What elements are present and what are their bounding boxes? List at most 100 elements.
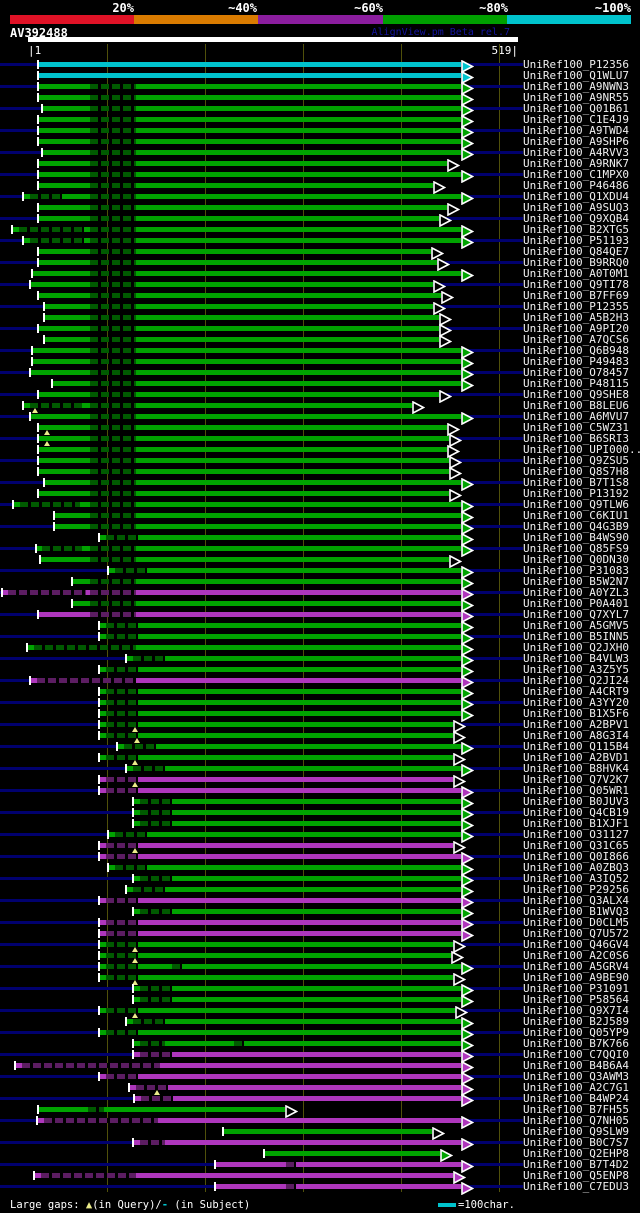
row-label[interactable]: UniRef100_A3YY20 [523, 696, 629, 709]
alignment-bar[interactable] [100, 843, 453, 848]
alignment-bar[interactable] [37, 546, 461, 551]
row-label[interactable]: UniRef100_Q9ZSU5 [523, 454, 629, 467]
alignment-bar[interactable] [100, 1074, 461, 1079]
alignment-bar[interactable] [39, 62, 461, 67]
row-label[interactable]: UniRef100_Q7V2K7 [523, 773, 629, 786]
row-label[interactable]: UniRef100_P31083 [523, 564, 629, 577]
row-label[interactable]: UniRef100_C1E4J9 [523, 113, 629, 126]
alignment-bar[interactable] [100, 700, 461, 705]
alignment-bar[interactable] [39, 183, 433, 188]
row-label[interactable]: UniRef100_A5GRV4 [523, 960, 629, 973]
row-label[interactable]: UniRef100_B5INN5 [523, 630, 629, 643]
alignment-bar[interactable] [216, 1184, 461, 1189]
row-label[interactable]: UniRef100_Q9XQB4 [523, 212, 629, 225]
row-label[interactable]: UniRef100_Q9TLW6 [523, 498, 629, 511]
alignment-bar[interactable] [24, 238, 461, 243]
alignment-bar[interactable] [39, 139, 461, 144]
alignment-bar[interactable] [100, 920, 461, 925]
alignment-bar[interactable] [13, 227, 461, 232]
alignment-bar[interactable] [109, 865, 461, 870]
row-label[interactable]: UniRef100_A3IQ52 [523, 872, 629, 885]
row-label[interactable]: UniRef100_Q2EHP8 [523, 1147, 629, 1160]
row-label[interactable]: UniRef100_Q3AWM3 [523, 1070, 629, 1083]
alignment-bar[interactable] [39, 117, 461, 122]
row-label[interactable]: UniRef100_C1MPX0 [523, 168, 629, 181]
row-label[interactable]: UniRef100_P0A401 [523, 597, 629, 610]
row-label[interactable]: UniRef100_Q0DN30 [523, 553, 629, 566]
alignment-bar[interactable] [31, 282, 433, 287]
row-label[interactable]: UniRef100_A2BPV1 [523, 718, 629, 731]
alignment-bar[interactable] [55, 513, 461, 518]
row-label[interactable]: UniRef100_B7K766 [523, 1037, 629, 1050]
row-label[interactable]: UniRef100_P31091 [523, 982, 629, 995]
alignment-bar[interactable] [134, 1052, 461, 1057]
row-label[interactable]: UniRef100_A0YZL3 [523, 586, 629, 599]
row-label[interactable]: UniRef100_A9PI20 [523, 322, 629, 335]
alignment-bar[interactable] [130, 1085, 461, 1090]
row-label[interactable]: UniRef100_Q46GV4 [523, 938, 629, 951]
row-label[interactable]: UniRef100_Q9X7I4 [523, 1004, 629, 1017]
alignment-bar[interactable] [100, 689, 461, 694]
row-label[interactable]: UniRef100_B9RRQ0 [523, 256, 629, 269]
alignment-bar[interactable] [39, 161, 447, 166]
alignment-bar[interactable] [100, 1008, 455, 1013]
row-label[interactable]: UniRef100_UPI000.. [523, 443, 640, 456]
row-label[interactable]: UniRef100_Q2JI24 [523, 674, 629, 687]
row-label[interactable]: UniRef100_C7QQI0 [523, 1048, 629, 1061]
row-label[interactable]: UniRef100_Q9SLW9 [523, 1125, 629, 1138]
row-label[interactable]: UniRef100_B7FF69 [523, 289, 629, 302]
row-label[interactable]: UniRef100_A2C7G1 [523, 1081, 629, 1094]
row-label[interactable]: UniRef100_C5WZ31 [523, 421, 629, 434]
row-label[interactable]: UniRef100_Q9SHE8 [523, 388, 629, 401]
row-label[interactable]: UniRef100_Q4CB19 [523, 806, 629, 819]
row-label[interactable]: UniRef100_Q1XDU4 [523, 190, 629, 203]
row-label[interactable]: UniRef100_A5B2H3 [523, 311, 629, 324]
alignment-bar[interactable] [45, 480, 461, 485]
alignment-bar[interactable] [39, 172, 461, 177]
row-label[interactable]: UniRef100_B8HVK4 [523, 762, 629, 775]
row-label[interactable]: UniRef100_B0C7S7 [523, 1136, 629, 1149]
row-label[interactable]: UniRef100_B5W2N7 [523, 575, 629, 588]
row-label[interactable]: UniRef100_P13192 [523, 487, 629, 500]
row-label[interactable]: UniRef100_B4VLW3 [523, 652, 629, 665]
alignment-bar[interactable] [100, 711, 461, 716]
row-label[interactable]: UniRef100_B4WS90 [523, 531, 629, 544]
row-label[interactable]: UniRef100_Q8S7H8 [523, 465, 629, 478]
row-label[interactable]: UniRef100_Q85FS9 [523, 542, 629, 555]
row-label[interactable]: UniRef100_Q6B948 [523, 344, 629, 357]
alignment-bar[interactable] [33, 348, 461, 353]
row-label[interactable]: UniRef100_A0T0M1 [523, 267, 629, 280]
alignment-bar[interactable] [39, 216, 439, 221]
alignment-bar[interactable] [16, 1063, 461, 1068]
alignment-bar[interactable] [39, 447, 447, 452]
alignment-bar[interactable] [118, 744, 461, 749]
row-label[interactable]: UniRef100_B1WVQ3 [523, 905, 629, 918]
alignment-bar[interactable] [224, 1129, 432, 1134]
alignment-bar[interactable] [100, 722, 453, 727]
alignment-bar[interactable] [100, 964, 461, 969]
row-label[interactable]: UniRef100_Q05WR1 [523, 784, 629, 797]
row-label[interactable]: UniRef100_D0CLM5 [523, 916, 629, 929]
row-label[interactable]: UniRef100_B7T1S8 [523, 476, 629, 489]
alignment-bar[interactable] [39, 458, 449, 463]
alignment-bar[interactable] [127, 887, 461, 892]
alignment-bar[interactable] [100, 953, 451, 958]
alignment-bar[interactable] [73, 579, 461, 584]
row-label[interactable]: UniRef100_Q84QE7 [523, 245, 629, 258]
row-label[interactable]: UniRef100_P49483 [523, 355, 629, 368]
alignment-bar[interactable] [39, 260, 437, 265]
alignment-bar[interactable] [134, 799, 461, 804]
alignment-bar[interactable] [45, 304, 433, 309]
row-label[interactable]: UniRef100_A9TWD4 [523, 124, 629, 137]
alignment-bar[interactable] [39, 205, 447, 210]
row-label[interactable]: UniRef100_P12355 [523, 300, 629, 313]
row-label[interactable]: UniRef100_O78457 [523, 366, 629, 379]
alignment-bar[interactable] [135, 1096, 461, 1101]
alignment-bar[interactable] [39, 128, 461, 133]
alignment-bar[interactable] [100, 788, 461, 793]
row-label[interactable]: UniRef100_P51193 [523, 234, 629, 247]
row-label[interactable]: UniRef100_A3Z5Y5 [523, 663, 629, 676]
row-label[interactable]: UniRef100_Q7NH05 [523, 1114, 629, 1127]
alignment-bar[interactable] [100, 854, 461, 859]
alignment-bar[interactable] [45, 337, 439, 342]
